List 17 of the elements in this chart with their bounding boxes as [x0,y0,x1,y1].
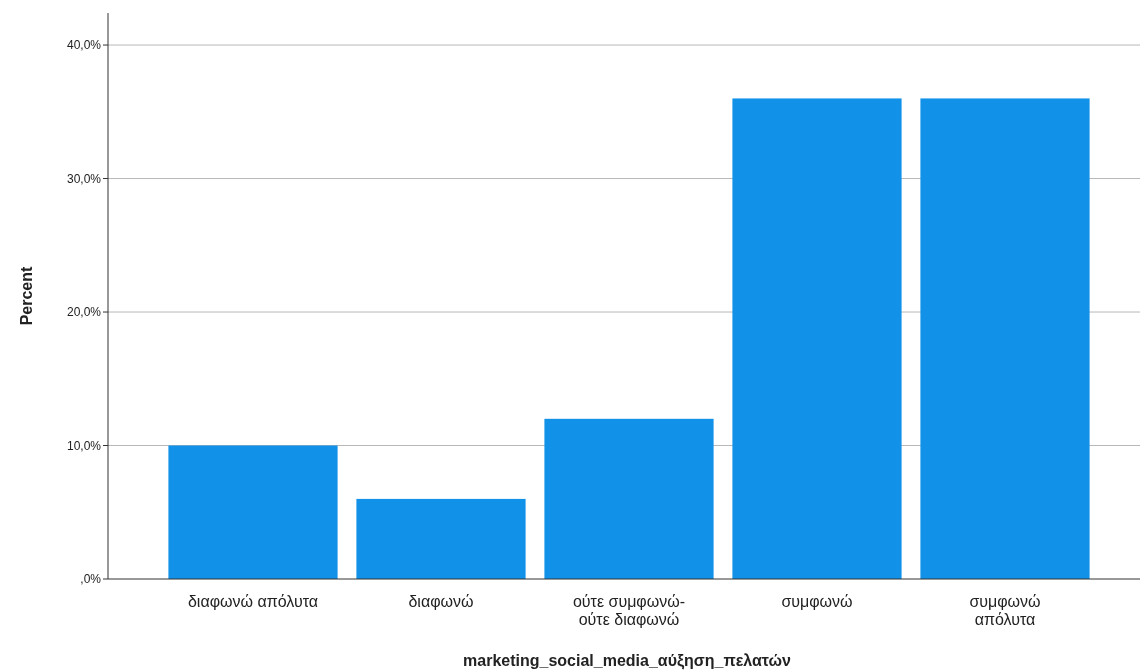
bar [356,498,526,579]
x-tick-label: διαφωνώ [408,593,474,610]
y-axis-title: Percent [18,265,35,326]
y-tick-label: 30,0% [66,171,102,186]
y-tick-label: 20,0% [66,305,102,320]
bar [732,98,902,579]
x-axis-title: marketing_social_media_αύξηση_πελατών [463,652,792,670]
x-tick-label: συμφωνώ [781,593,853,610]
y-tick-label: 10,0% [66,438,102,453]
bar [920,98,1090,579]
x-tick-label: διαφωνώ απόλυτα [187,593,319,610]
x-tick-label: συμφωνώ απόλυτα [969,593,1041,628]
y-tick-label: ,0% [80,572,102,587]
bar [168,445,338,579]
bar [544,418,714,579]
y-tick-label: 40,0% [66,38,102,53]
x-tick-label: ούτε συμφωνώ- ούτε διαφωνώ [572,593,686,628]
